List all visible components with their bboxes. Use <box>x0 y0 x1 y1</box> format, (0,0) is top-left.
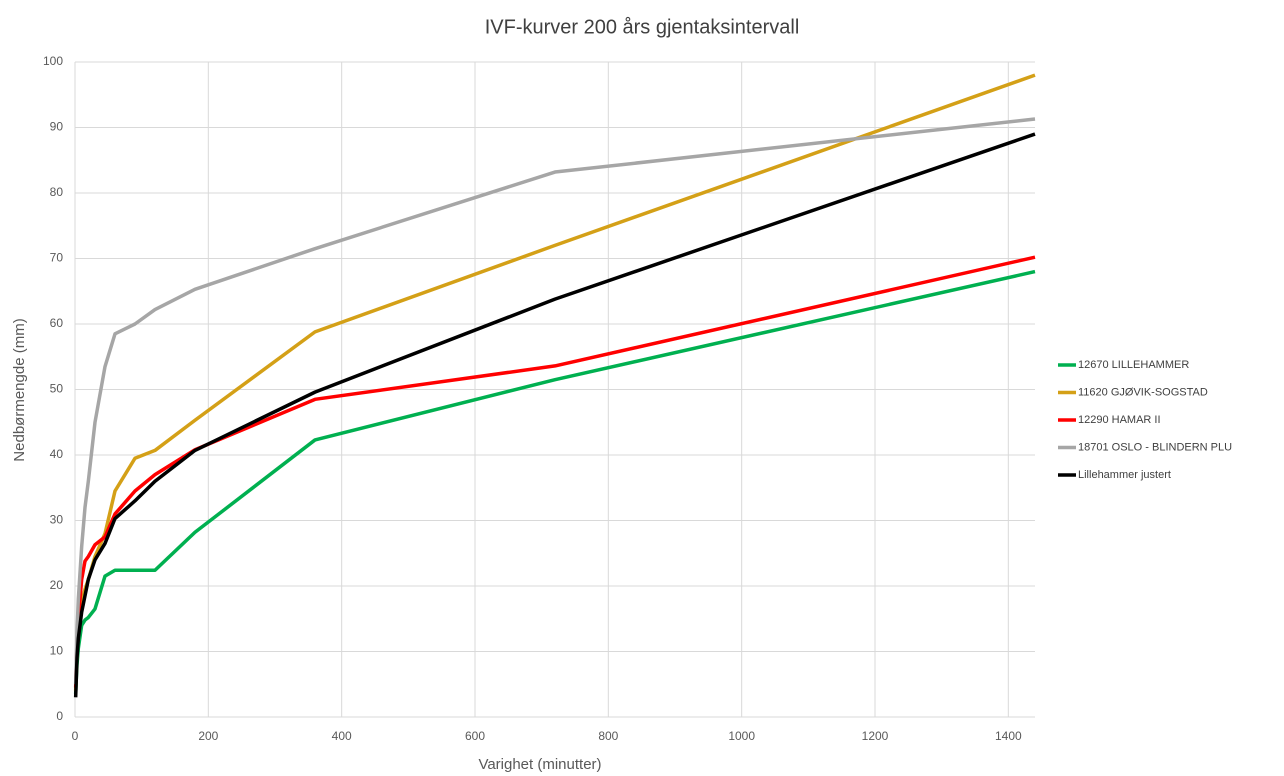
x-tick-label: 0 <box>72 729 79 743</box>
x-tick-label: 800 <box>598 729 618 743</box>
x-tick-label: 200 <box>198 729 218 743</box>
series-line <box>73 255 1036 688</box>
y-tick-label: 20 <box>50 578 64 592</box>
series-line <box>73 117 1036 685</box>
x-tick-label: 1000 <box>728 729 755 743</box>
x-axis-title: Varighet (minutter) <box>478 756 601 773</box>
y-tick-label: 50 <box>50 382 64 396</box>
y-tick-label: 70 <box>50 251 64 265</box>
series-line <box>73 269 1036 695</box>
y-tick-label: 90 <box>50 120 64 134</box>
x-tick-label: 1400 <box>995 729 1022 743</box>
legend-label: 18701 OSLO - BLINDERN PLU <box>1078 441 1232 453</box>
y-tick-label: 60 <box>50 316 64 330</box>
chart-title: IVF-kurver 200 års gjentaksintervall <box>485 16 800 38</box>
y-tick-label: 80 <box>50 185 64 199</box>
legend-label: Lillehammer justert <box>1078 469 1171 481</box>
legend-label: 12290 HAMAR II <box>1078 414 1161 426</box>
x-tick-label: 1200 <box>862 729 889 743</box>
series-line <box>73 132 1036 698</box>
series-line <box>73 73 1036 691</box>
legend-label: 12670 LILLEHAMMER <box>1078 359 1189 371</box>
y-tick-label: 40 <box>50 447 64 461</box>
y-tick-label: 30 <box>50 513 64 527</box>
y-tick-label: 100 <box>43 54 63 68</box>
x-tick-label: 600 <box>465 729 485 743</box>
y-tick-label: 10 <box>50 644 64 658</box>
x-tick-label: 400 <box>332 729 352 743</box>
y-tick-label: 0 <box>56 709 63 723</box>
y-axis-title: Nedbørmengde (mm) <box>11 318 28 461</box>
legend-label: 11620 GJØVIK-SOGSTAD <box>1078 386 1208 398</box>
